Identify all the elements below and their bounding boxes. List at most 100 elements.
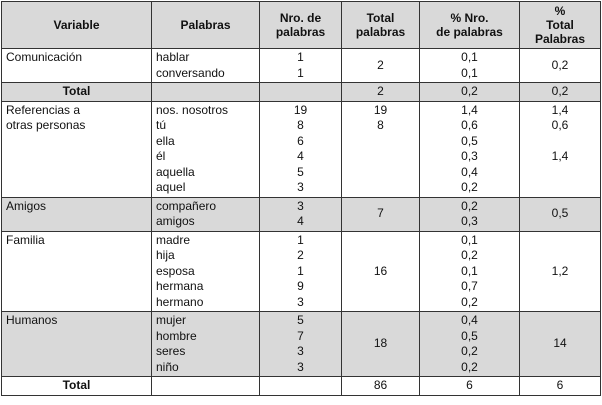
cell-line: 0,5 [461, 133, 478, 148]
cell-line: 0,4 [461, 313, 478, 327]
value-cell: 86 [341, 376, 420, 396]
variable-cell: Total [1, 82, 152, 102]
cell-line: esposa [156, 263, 195, 278]
cell-line: de palabras [436, 25, 503, 39]
cell-line: palabras [275, 25, 326, 39]
value-cell: 2 [341, 82, 420, 102]
cell-line: 0,2 [461, 248, 478, 262]
cell-line: 0,3 [461, 214, 478, 228]
value-cell [259, 376, 342, 396]
cell-line: amigos [156, 214, 195, 228]
cell-line: hombre [156, 328, 197, 343]
cell-line: tú [156, 118, 167, 132]
cell-line: Amigos [6, 198, 47, 213]
cell-line: mujer [156, 313, 187, 327]
cell-line: 0,2 [461, 198, 478, 213]
cell-line: 5 [297, 313, 304, 327]
header-cell: % Total Palabras [519, 1, 601, 49]
value-cell: 16 [341, 230, 420, 312]
table-row: Humanos mujer hombre seres niño 5 7 3 3 18 0,4 0,5 0… [1, 311, 601, 377]
value-cell: 0,5 [519, 196, 601, 232]
header-cell: Variable [1, 1, 152, 49]
table-body: Comunicación hablar conversando 1 1 2 0,1 0,1 0,… [1, 48, 601, 396]
cell-line: 1,4 [461, 102, 478, 117]
cell-line: ella [156, 133, 175, 148]
cell-line: 7 [377, 206, 384, 221]
cell-line: Nro. de [279, 11, 322, 25]
cell-line: 0,3 [461, 149, 478, 163]
value-cell: hablar conversando [151, 48, 260, 83]
cell-line: Variable [53, 18, 100, 32]
cell-line: madre [156, 232, 191, 247]
cell-line: 0,6 [461, 118, 478, 132]
cell-line: 18 [373, 336, 388, 351]
cell-line: 1 [297, 232, 304, 247]
cell-line: seres [156, 344, 186, 358]
cell-line: 0,1 [461, 65, 478, 80]
cell-line: Familia [6, 232, 45, 247]
table-row: Familia madre hija esposa hermana hermano 1 2 1 9… [1, 230, 601, 312]
variable-cell: Amigos [1, 196, 152, 232]
cell-line: 4 [297, 214, 304, 228]
cell-line: niño [156, 359, 179, 374]
cell-line: 3 [297, 198, 304, 213]
cell-line: 3 [297, 359, 304, 374]
cell-line: 0,2 [461, 294, 478, 309]
cell-line: Total [546, 18, 574, 32]
header-cell: % Nro. de palabras [419, 1, 520, 49]
cell-line: 0,2 [461, 344, 478, 358]
cell-line: aquella [156, 164, 195, 179]
table-row: Total 2 0,2 0,2 [1, 82, 601, 102]
cell-line: 0,5 [461, 328, 478, 343]
cell-line: 86 [373, 378, 388, 392]
value-cell: 0,2 [519, 82, 601, 102]
value-cell: 1,2 [519, 230, 601, 312]
cell-line: 2 [377, 57, 384, 72]
cell-line: 1,2 [551, 263, 569, 278]
value-cell [151, 82, 260, 102]
cell-line: Humanos [6, 313, 58, 327]
variable-cell: Referencias a otras personas [1, 100, 152, 198]
cell-line: 6 [297, 133, 304, 148]
value-cell: 18 [341, 311, 420, 377]
cell-line: compañero [156, 198, 217, 213]
value-cell: 19 8 6 4 5 3 [259, 100, 342, 198]
value-cell: 1,4 0,6 1,4 [519, 100, 601, 198]
value-cell: 0,2 [419, 82, 520, 102]
cell-line: 3 [297, 180, 304, 194]
table-row: Total 86 6 6 [1, 376, 601, 396]
value-cell: nos. nosotros tú ella él aquella aquel [151, 100, 260, 198]
cell-line: Total [366, 11, 395, 25]
cell-line: 1 [297, 65, 304, 80]
cell-line: 0,4 [461, 164, 478, 179]
cell-line: 0,1 [461, 232, 478, 247]
cell-line: 1 [297, 263, 304, 278]
cell-line: Palabras [180, 18, 231, 32]
header-cell: Palabras [151, 1, 260, 49]
cell-line: Palabras [534, 32, 586, 46]
cell-line: 19 [293, 102, 308, 117]
cell-line: % Nro. [450, 11, 489, 25]
cell-line: otras personas [6, 118, 86, 132]
cell-line: él [156, 149, 166, 163]
cell-line: hermana [156, 279, 204, 293]
cell-line: 6 [556, 378, 564, 392]
variable-cell: Familia [1, 230, 152, 312]
cell-line: 3 [297, 344, 304, 358]
cell-line: 0,2 [461, 84, 478, 98]
value-cell: 6 [519, 376, 601, 396]
value-cell: 14 [519, 311, 601, 377]
header-row: Variable Palabras Nro. de palabras Total pala… [1, 1, 601, 49]
cell-line: Total [62, 378, 91, 392]
value-cell: 19 8 [341, 100, 420, 198]
cell-line: 0,7 [461, 279, 478, 293]
cell-line: 0,2 [461, 180, 478, 194]
value-cell: mujer hombre seres niño [151, 311, 260, 377]
value-cell: 0,2 0,3 [419, 196, 520, 232]
cell-line: 0,2 [551, 57, 569, 72]
cell-line: hija [156, 248, 175, 262]
value-cell: 6 [419, 376, 520, 396]
